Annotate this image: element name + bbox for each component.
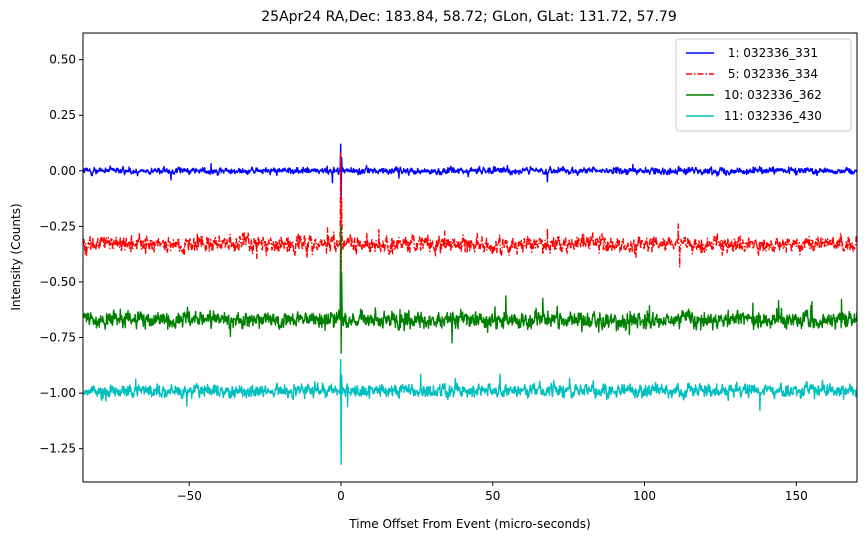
series-line <box>83 225 857 354</box>
x-tick-label: 100 <box>633 489 656 503</box>
y-tick-label: 0.25 <box>49 108 76 122</box>
y-tick-label: −0.25 <box>39 219 76 233</box>
x-tick-label: 0 <box>337 489 345 503</box>
y-tick-label: 0.00 <box>49 164 76 178</box>
legend-label: 10: 032336_362 <box>724 88 822 102</box>
chart-title: 25Apr24 RA,Dec: 183.84, 58.72; GLon, GLa… <box>261 9 676 25</box>
x-tick-label: 150 <box>785 489 808 503</box>
y-tick-label: −1.25 <box>39 442 76 456</box>
series-line <box>83 143 857 199</box>
series-line <box>83 359 857 465</box>
x-axis: −50 0 50 100 150 <box>177 482 808 503</box>
series-line <box>83 152 857 283</box>
y-tick-label: −0.75 <box>39 331 76 345</box>
y-axis-label: Intensity (Counts) <box>9 203 23 310</box>
legend-label: 1: 032336_331 <box>724 46 818 60</box>
legend-label: 5: 032336_334 <box>724 67 818 81</box>
y-tick-label: 0.50 <box>49 53 76 67</box>
y-tick-label: −0.50 <box>39 275 76 289</box>
legend: 1: 032336_331 5: 032336_334 10: 032336_36… <box>675 38 852 132</box>
series-layer <box>83 143 857 465</box>
x-axis-label: Time Offset From Event (micro-seconds) <box>348 517 590 531</box>
legend-label: 11: 032336_430 <box>724 109 822 123</box>
x-tick-label: −50 <box>177 489 202 503</box>
legend-box <box>675 38 852 132</box>
plot-frame <box>82 32 858 483</box>
x-tick-label: 50 <box>485 489 500 503</box>
y-tick-label: −1.00 <box>39 386 76 400</box>
y-axis: 0.50 0.25 0.00 −0.25 −0.50 −0.75 −1.00 −1.25 <box>39 53 83 456</box>
